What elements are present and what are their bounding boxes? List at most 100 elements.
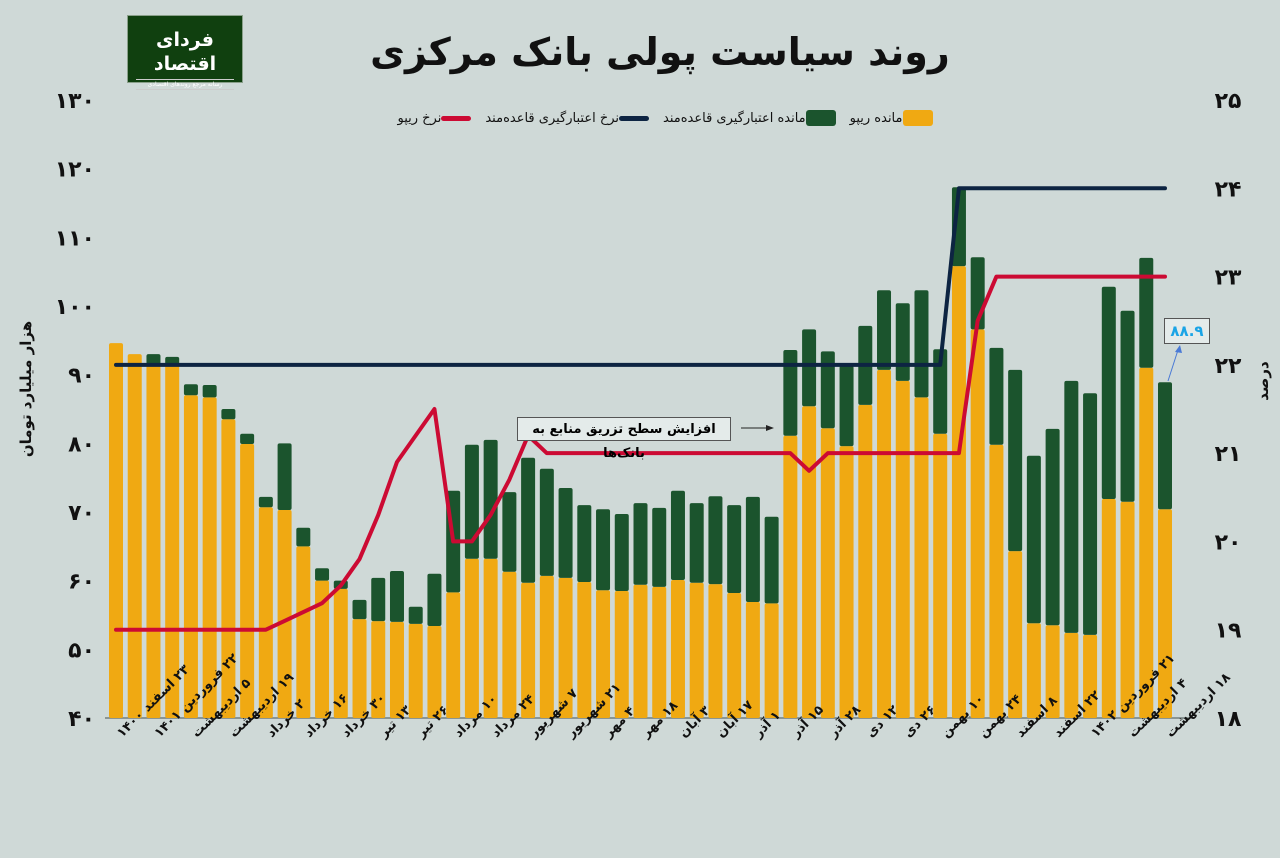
legend-label: مانده ریپو	[849, 110, 903, 126]
bar-standing-facility-balance	[296, 527, 311, 547]
bar-repo-balance	[427, 625, 442, 718]
y-tick-label: ۱۱۰	[55, 226, 95, 251]
bar-repo-balance	[933, 433, 948, 718]
bar-repo-balance	[296, 546, 311, 718]
bar-repo-balance	[389, 621, 404, 718]
bar-repo-balance	[858, 404, 873, 718]
bar-repo-balance	[240, 444, 255, 718]
bar-repo-balance	[446, 592, 461, 718]
bar-standing-facility-balance	[315, 568, 330, 581]
bar-standing-facility-balance	[877, 290, 892, 370]
bar-repo-balance	[802, 406, 817, 718]
data-label-last: ۸۸.۹	[1164, 318, 1210, 344]
bar-repo-balance	[146, 364, 161, 718]
bar-standing-facility-balance	[802, 329, 817, 407]
bar-repo-balance	[1008, 551, 1023, 718]
bar-repo-balance	[165, 365, 180, 718]
y2-tick-label: ۲۳	[1215, 266, 1242, 291]
y-tick-label: ۱۳۰	[55, 89, 95, 114]
y2-tick-label: ۲۴	[1215, 177, 1242, 202]
bar-repo-balance	[877, 369, 892, 718]
bar-repo-balance	[315, 580, 330, 718]
bar-repo-balance	[633, 584, 648, 718]
bar-standing-facility-balance	[652, 507, 667, 587]
bar-standing-facility-balance	[670, 490, 685, 580]
bar-repo-balance	[371, 621, 386, 718]
bar-repo-balance	[127, 354, 142, 718]
bar-repo-balance	[951, 266, 966, 718]
y2-tick-label: ۱۸	[1215, 707, 1242, 732]
logo-tagline: رسانه مرجع روندهای اقتصادی	[136, 79, 234, 90]
bar-repo-balance	[914, 397, 929, 718]
bar-repo-balance	[689, 582, 704, 718]
legend-swatch	[902, 110, 933, 126]
bar-repo-balance	[1120, 501, 1135, 718]
bar-standing-facility-balance	[539, 468, 554, 576]
bar-standing-facility-balance	[558, 487, 573, 578]
bar-standing-facility-balance	[727, 505, 742, 594]
bar-repo-balance	[258, 507, 273, 718]
bar-repo-balance	[783, 435, 798, 718]
bar-repo-balance	[109, 343, 123, 718]
y-tick-label: ۵۰	[68, 638, 95, 663]
bar-repo-balance	[1101, 498, 1116, 718]
bar-standing-facility-balance	[240, 433, 255, 445]
bar-repo-balance	[202, 397, 217, 718]
annotation-arrowhead	[766, 425, 774, 431]
y2-tick-label: ۲۱	[1215, 442, 1242, 467]
y2-tick-label: ۲۵	[1215, 89, 1242, 114]
bar-standing-facility-balance	[277, 443, 292, 510]
bar-standing-facility-balance	[689, 503, 704, 583]
chart-title: روند سیاست پولی بانک مرکزی	[370, 30, 950, 74]
bar-standing-facility-balance	[764, 516, 779, 604]
bar-standing-facility-balance	[202, 384, 217, 398]
bar-standing-facility-balance	[146, 354, 161, 365]
bar-standing-facility-balance	[783, 349, 798, 436]
bar-repo-balance	[277, 509, 292, 718]
bar-repo-balance	[464, 558, 479, 718]
bar-standing-facility-balance	[1101, 286, 1116, 499]
bar-standing-facility-balance	[221, 409, 236, 420]
bar-repo-balance	[614, 590, 629, 718]
bar-standing-facility-balance	[989, 347, 1004, 445]
bar-repo-balance	[895, 380, 910, 718]
line-repo-rate	[114, 274, 1167, 632]
bar-repo-balance	[1083, 634, 1098, 718]
legend-swatch	[441, 115, 472, 121]
legend-swatch	[805, 110, 836, 126]
bar-standing-facility-balance	[427, 573, 442, 626]
legend-label: نرخ ریپو	[397, 110, 442, 126]
bar-standing-facility-balance	[933, 349, 948, 434]
bar-standing-facility-balance	[633, 503, 648, 585]
legend-item-standing-balance: مانده اعتبارگیری قاعده‌مند	[663, 110, 836, 126]
data-label-arrow	[1167, 349, 1179, 382]
y-tick-label: ۷۰	[68, 501, 95, 526]
data-label-arrowhead	[1175, 345, 1182, 353]
bar-repo-balance	[1026, 623, 1041, 718]
line-standing-facility-rate	[114, 186, 1167, 367]
y-tick-label: ۴۰	[68, 707, 95, 732]
bar-repo-balance	[820, 428, 835, 718]
bar-standing-facility-balance	[483, 439, 498, 559]
bar-repo-balance	[745, 601, 760, 718]
legend-swatch	[619, 115, 649, 121]
legend-item-standing-rate: نرخ اعتبارگیری قاعده‌مند	[485, 110, 649, 126]
bar-standing-facility-balance	[502, 492, 517, 572]
bar-standing-facility-balance	[258, 496, 273, 508]
bar-repo-balance	[1045, 625, 1060, 718]
legend-item-repo-rate: نرخ ریپو	[398, 110, 472, 126]
bar-repo-balance	[839, 446, 854, 718]
y2-tick-label: ۲۲	[1215, 354, 1242, 379]
bar-standing-facility-balance	[1158, 382, 1172, 510]
bar-repo-balance	[502, 571, 517, 718]
logo: فردای اقتصاد رسانه مرجع روندهای اقتصادی	[127, 15, 243, 90]
bar-repo-balance	[352, 619, 367, 718]
bar-standing-facility-balance	[183, 384, 198, 396]
bar-standing-facility-balance	[614, 514, 629, 591]
bar-repo-balance	[708, 584, 723, 718]
bar-standing-facility-balance	[820, 351, 835, 429]
bar-standing-facility-balance	[352, 599, 367, 620]
bar-standing-facility-balance	[1139, 257, 1154, 368]
bar-standing-facility-balance	[1045, 428, 1060, 626]
